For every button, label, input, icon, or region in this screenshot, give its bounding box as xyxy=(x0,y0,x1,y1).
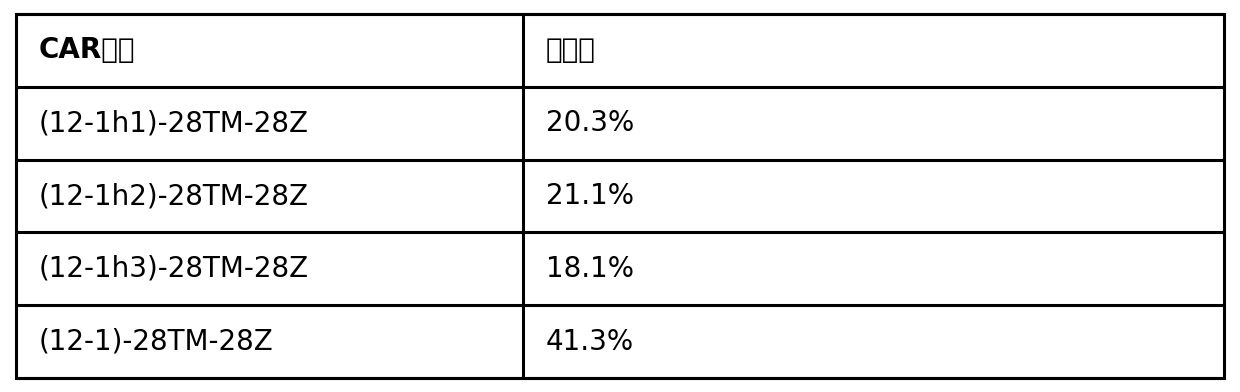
Text: 41.3%: 41.3% xyxy=(546,328,634,356)
Text: (12-1h2)-28TM-28Z: (12-1h2)-28TM-28Z xyxy=(38,182,309,210)
Text: 20.3%: 20.3% xyxy=(546,109,634,137)
Text: 21.1%: 21.1% xyxy=(546,182,634,210)
Text: (12-1h3)-28TM-28Z: (12-1h3)-28TM-28Z xyxy=(38,255,309,283)
Text: (12-1)-28TM-28Z: (12-1)-28TM-28Z xyxy=(38,328,273,356)
Text: (12-1h1)-28TM-28Z: (12-1h1)-28TM-28Z xyxy=(38,109,309,137)
Text: 18.1%: 18.1% xyxy=(546,255,634,283)
Text: 阳性率: 阳性率 xyxy=(546,36,595,64)
Text: CAR结构: CAR结构 xyxy=(38,36,135,64)
